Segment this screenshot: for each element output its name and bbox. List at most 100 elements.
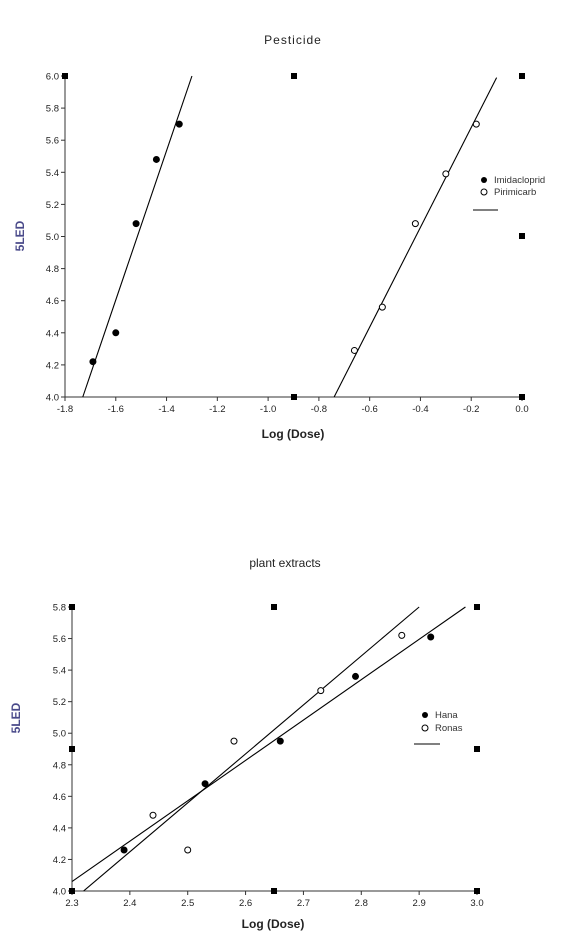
legend-label: Ronas bbox=[435, 723, 463, 734]
legend-marker-filled bbox=[481, 177, 487, 183]
legend-label: Hana bbox=[435, 710, 458, 721]
data-point bbox=[184, 846, 192, 854]
chart-plant-extracts: plant extracts 4.0 4.2 4.4 4.6 4.8 5.0 5.2 5.4 5… bbox=[9, 556, 484, 931]
y-axis-ticks: 4.0 4.2 4.4 4.6 4.8 5.0 5.2 5.4 5.6 5.8 bbox=[53, 603, 72, 898]
data-point bbox=[398, 631, 406, 639]
data-point bbox=[442, 170, 450, 178]
x-tick-label: -0.2 bbox=[463, 404, 479, 415]
x-tick-label: -1.2 bbox=[209, 404, 225, 415]
x-tick-label: 3.0 bbox=[470, 898, 483, 909]
legend-label: Pirimicarb bbox=[494, 187, 536, 198]
corner-marker bbox=[474, 604, 480, 610]
x-tick-label: -0.8 bbox=[311, 404, 327, 415]
data-point bbox=[175, 120, 183, 128]
fit-lines bbox=[71, 606, 466, 892]
data-point bbox=[411, 220, 419, 228]
chart-title: Pesticide bbox=[264, 33, 322, 47]
y-axis-ticks: 4.0 4.2 4.4 4.6 4.8 5.0 5.2 5.4 5.6 5.8 6.0 bbox=[46, 72, 65, 404]
y-tick-label: 4.6 bbox=[46, 296, 59, 307]
x-tick-label: -1.4 bbox=[158, 404, 174, 415]
fit-line bbox=[82, 75, 193, 398]
data-point bbox=[317, 687, 325, 695]
y-tick-label: 4.4 bbox=[46, 328, 59, 339]
fit-line bbox=[333, 77, 498, 398]
data-point bbox=[149, 811, 157, 819]
y-tick-label: 5.6 bbox=[46, 136, 59, 147]
data-point bbox=[132, 220, 140, 228]
x-axis-ticks: -1.8 -1.6 -1.4 -1.2 -1.0 -0.8 -0.6 -0.4 -0.2 0.0 bbox=[57, 397, 529, 415]
corner-marker bbox=[271, 604, 277, 610]
legend-marker-open bbox=[421, 724, 429, 732]
corner-marker bbox=[519, 233, 525, 239]
x-tick-label: -1.6 bbox=[108, 404, 124, 415]
data-point bbox=[427, 633, 435, 641]
y-tick-label: 4.6 bbox=[53, 792, 66, 803]
x-axis-label: Log (Dose) bbox=[242, 917, 305, 931]
y-tick-label: 4.8 bbox=[53, 760, 66, 771]
x-tick-label: 2.4 bbox=[123, 898, 136, 909]
data-point bbox=[201, 780, 209, 788]
corner-marker bbox=[62, 73, 68, 79]
x-tick-label: 2.6 bbox=[239, 898, 252, 909]
x-tick-label: 0.0 bbox=[515, 404, 528, 415]
x-tick-label: -1.0 bbox=[260, 404, 276, 415]
y-tick-label: 5.0 bbox=[53, 729, 66, 740]
chart-pesticide: Pesticide 4.0 4.2 4.4 4.6 4.8 5.0 5.2 5.4 5.6 5.8… bbox=[13, 33, 545, 441]
x-axis-label: Log (Dose) bbox=[262, 427, 325, 441]
corner-marker bbox=[69, 888, 75, 894]
y-tick-label: 4.4 bbox=[53, 823, 66, 834]
fit-line bbox=[71, 606, 466, 882]
x-tick-label: 2.3 bbox=[65, 898, 78, 909]
legend: Imidacloprid Pirimicarb bbox=[473, 175, 545, 211]
data-point bbox=[89, 358, 97, 366]
data-point bbox=[120, 846, 128, 854]
corner-markers bbox=[62, 73, 525, 400]
y-tick-label: 5.6 bbox=[53, 634, 66, 645]
data-point bbox=[472, 120, 480, 128]
fit-lines bbox=[82, 75, 498, 398]
fit-line bbox=[83, 606, 420, 892]
x-tick-label: 2.5 bbox=[181, 898, 194, 909]
chart-title: plant extracts bbox=[249, 556, 320, 570]
data-point bbox=[350, 346, 358, 354]
x-axis-ticks: 2.3 2.4 2.5 2.6 2.7 2.8 2.9 3.0 bbox=[65, 891, 484, 909]
x-tick-label: 2.7 bbox=[297, 898, 310, 909]
y-tick-label: 5.2 bbox=[46, 200, 59, 211]
y-tick-label: 5.2 bbox=[53, 697, 66, 708]
y-tick-label: 5.0 bbox=[46, 232, 59, 243]
x-tick-label: 2.9 bbox=[413, 898, 426, 909]
x-tick-label: 2.8 bbox=[355, 898, 368, 909]
legend-marker-filled bbox=[422, 712, 428, 718]
data-point bbox=[230, 737, 238, 745]
y-tick-label: 4.0 bbox=[53, 887, 66, 898]
corner-marker bbox=[291, 73, 297, 79]
legend-label: Imidacloprid bbox=[494, 175, 545, 186]
legend-marker-open bbox=[480, 188, 488, 196]
y-tick-label: 5.8 bbox=[46, 104, 59, 115]
corner-marker bbox=[291, 394, 297, 400]
corner-marker bbox=[69, 746, 75, 752]
corner-marker bbox=[271, 888, 277, 894]
y-tick-label: 5.8 bbox=[53, 603, 66, 614]
y-tick-label: 4.0 bbox=[46, 393, 59, 404]
data-points bbox=[89, 120, 480, 366]
y-tick-label: 4.8 bbox=[46, 264, 59, 275]
corner-markers bbox=[69, 604, 480, 894]
data-point bbox=[352, 672, 359, 680]
y-tick-label: 6.0 bbox=[46, 72, 59, 83]
x-tick-label: -1.8 bbox=[57, 404, 73, 415]
data-point bbox=[112, 329, 120, 337]
y-tick-label: 5.4 bbox=[53, 666, 66, 677]
y-tick-label: 4.2 bbox=[53, 855, 66, 866]
corner-marker bbox=[474, 888, 480, 894]
data-point bbox=[378, 303, 386, 311]
corner-marker bbox=[474, 746, 480, 752]
y-tick-label: 4.2 bbox=[46, 360, 59, 371]
y-axis-label: 5LED bbox=[13, 220, 27, 251]
y-tick-label: 5.4 bbox=[46, 168, 59, 179]
corner-marker bbox=[519, 394, 525, 400]
x-tick-label: -0.4 bbox=[412, 404, 428, 415]
data-point bbox=[276, 737, 284, 745]
data-points bbox=[120, 631, 435, 854]
